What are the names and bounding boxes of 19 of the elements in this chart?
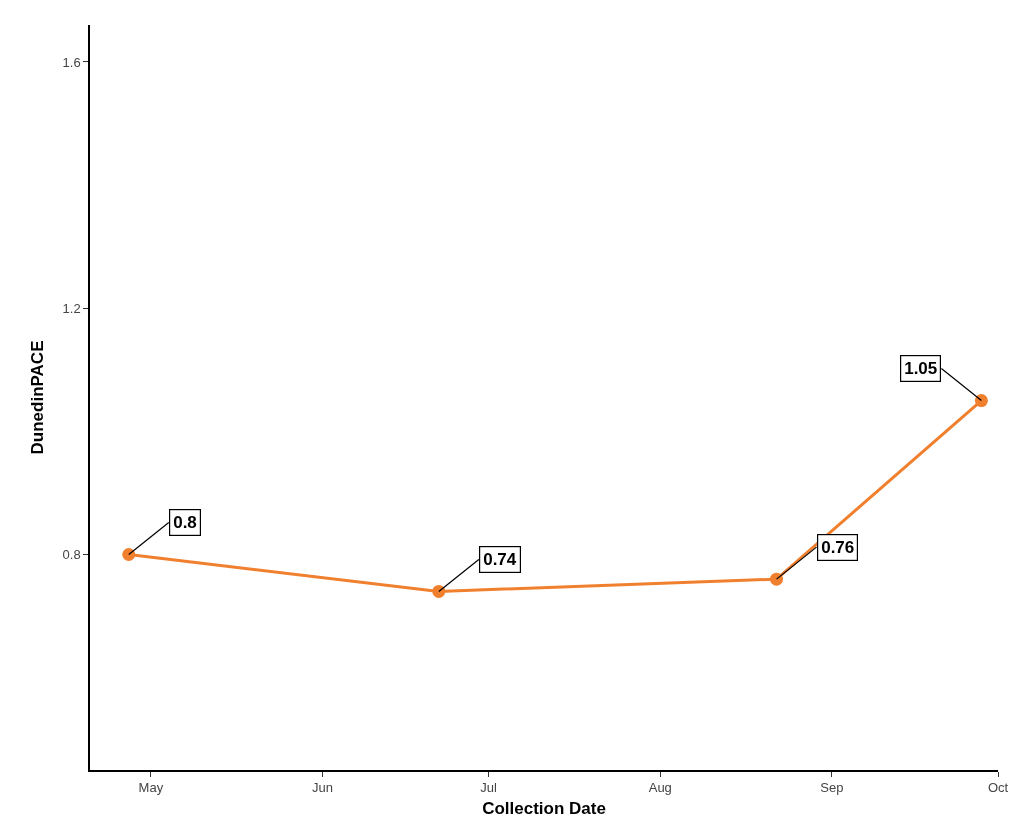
data-label: 0.74 xyxy=(483,550,517,570)
x-tick-label: Aug xyxy=(648,780,672,796)
x-tick-label: Jun xyxy=(312,780,334,796)
y-tick-label: 1.2 xyxy=(62,300,81,316)
x-axis-title: Collection Date xyxy=(482,799,606,819)
data-label: 0.8 xyxy=(173,513,197,533)
point xyxy=(974,394,988,408)
x-tick-label: Sep xyxy=(820,780,844,796)
y-tick-label: 1.6 xyxy=(62,54,81,70)
point xyxy=(122,548,136,561)
x-tick-label: Oct xyxy=(987,780,1009,796)
point xyxy=(432,584,446,598)
data-label: 1.05 xyxy=(904,359,938,379)
point xyxy=(770,572,784,586)
y-axis-title: DunedinPACE xyxy=(27,340,47,455)
x-tick-label: May xyxy=(138,780,164,796)
x-tick-label: Jul xyxy=(480,780,498,796)
y-tick-label: 0.8 xyxy=(62,547,81,563)
data-label: 0.76 xyxy=(821,538,855,558)
